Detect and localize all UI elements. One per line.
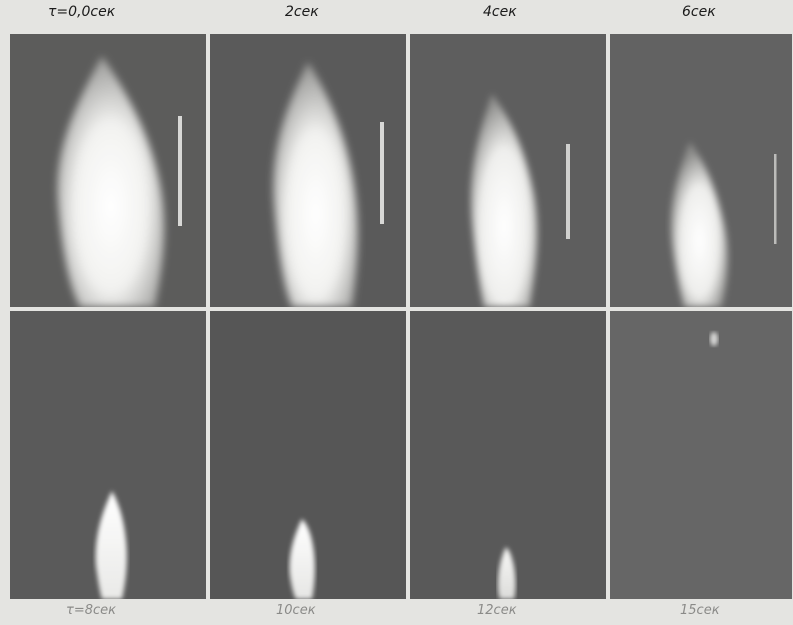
- frame-label-4s: 4сек: [483, 4, 517, 20]
- frame-label-0s: τ=0,0сек: [48, 4, 116, 20]
- frame-4s: [410, 34, 606, 307]
- frame-8s: [10, 311, 206, 599]
- frame-label-12s: 12сек: [477, 603, 517, 618]
- frame-0s: [10, 34, 206, 307]
- frame-15s: [610, 311, 792, 599]
- frame-label-6s: 6сек: [682, 4, 716, 20]
- frame-label-2s: 2сек: [285, 4, 319, 20]
- frame-12s: [410, 311, 606, 599]
- frame-2s: [210, 34, 406, 307]
- frame-10s: [210, 311, 406, 599]
- frame-label-8s: τ=8сек: [66, 603, 116, 618]
- frame-label-10s: 10сек: [276, 603, 316, 618]
- frame-label-15s: 15сек: [680, 603, 720, 618]
- frame-6s: [610, 34, 792, 307]
